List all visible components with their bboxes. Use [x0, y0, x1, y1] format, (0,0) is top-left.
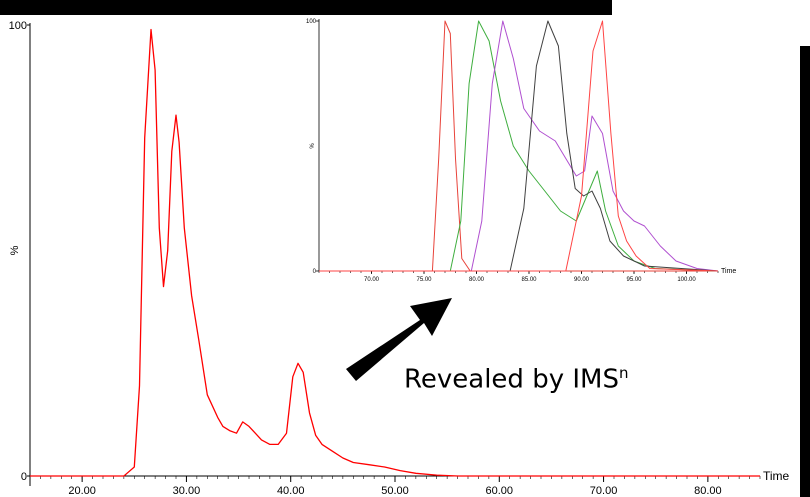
right-black-bar — [800, 46, 810, 497]
imsn-annotation: Revealed by IMSn — [404, 364, 628, 395]
series-line-1 — [319, 20, 718, 272]
series-line-1 — [30, 28, 760, 477]
x-axis-label: Time — [721, 268, 736, 275]
y-tick-label: 0 — [313, 269, 317, 275]
y-axis-label: % — [9, 245, 21, 255]
x-tick-label: 40.00 — [277, 485, 305, 497]
y-tick-label: 100 — [306, 19, 317, 25]
x-tick-label: 75.00 — [416, 277, 432, 283]
x-tick-label: 70.00 — [590, 485, 618, 497]
x-tick-label: 50.00 — [381, 485, 409, 497]
x-tick-label: 20.00 — [68, 485, 96, 497]
arrow-shape — [346, 298, 452, 381]
x-tick-label: 30.00 — [173, 485, 201, 497]
series-line-3 — [319, 20, 719, 272]
x-tick-label: 95.00 — [626, 277, 642, 283]
annotation-text: Revealed by IMS — [404, 364, 619, 395]
y-tick-label: 100 — [9, 20, 27, 32]
series-line-4 — [319, 20, 719, 272]
x-tick-label: 100.00 — [677, 277, 696, 283]
x-tick-label: 60.00 — [486, 485, 514, 497]
x-tick-label: 80.00 — [694, 485, 722, 497]
top-black-bar — [0, 0, 612, 15]
inset-chromatogram: 70.00 75.00 80.00 85.00 90.00 95.00 100.00 100 0… — [306, 19, 736, 283]
x-tick-label: 70.00 — [364, 277, 380, 283]
y-tick-label: 0 — [21, 471, 27, 483]
main-chromatogram: 20.00 30.00 40.00 50.00 60.00 70.00 80.00 100 0%… — [9, 20, 790, 497]
y-axis-label: % — [310, 143, 316, 149]
series-line-5 — [319, 20, 719, 272]
series-line-2 — [319, 20, 719, 272]
x-tick-label: 90.00 — [574, 277, 590, 283]
x-axis-label: Time — [763, 469, 790, 483]
arrow-annotation — [346, 298, 452, 381]
x-tick-label: 80.00 — [469, 277, 485, 283]
annotation-superscript: n — [618, 364, 629, 382]
x-tick-label: 85.00 — [521, 277, 537, 283]
